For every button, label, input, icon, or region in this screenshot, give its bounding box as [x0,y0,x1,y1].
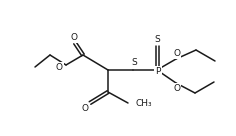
Text: O: O [82,104,89,113]
Text: S: S [154,35,160,44]
Text: CH₃: CH₃ [136,100,153,109]
Text: P: P [155,67,161,75]
Text: O: O [71,33,77,42]
Text: S: S [131,58,137,67]
Text: O: O [56,63,63,72]
Text: O: O [173,49,181,58]
Text: O: O [173,84,181,93]
